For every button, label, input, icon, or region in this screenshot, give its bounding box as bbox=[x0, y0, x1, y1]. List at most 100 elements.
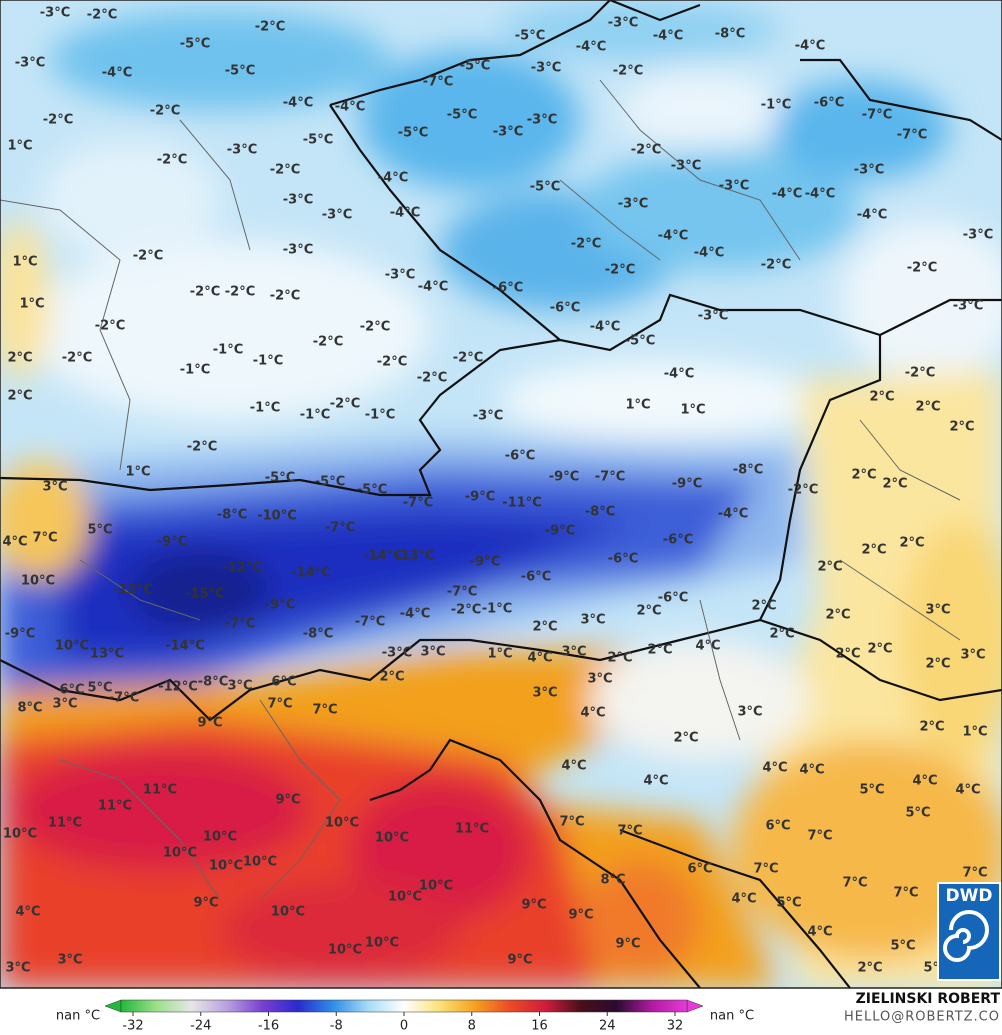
temp-label: 9°C bbox=[193, 896, 218, 911]
temp-label: 3°C bbox=[532, 686, 557, 701]
dwd-logo: DWD bbox=[937, 882, 1001, 981]
temp-label: -2°C bbox=[255, 20, 285, 35]
colorbar-tick-label: 0 bbox=[400, 1019, 408, 1034]
temp-label: 1°C bbox=[487, 647, 512, 662]
temp-label: 13°C bbox=[90, 647, 124, 662]
temp-label: -6°C bbox=[608, 552, 638, 567]
temp-label: 10°C bbox=[388, 890, 422, 905]
temp-label: 9°C bbox=[568, 908, 593, 923]
temp-label: 2°C bbox=[532, 620, 557, 635]
temp-label: 7°C bbox=[807, 829, 832, 844]
temp-label: -9°C bbox=[465, 490, 495, 505]
temp-label: 3°C bbox=[5, 961, 30, 976]
temp-label: -3°C bbox=[227, 143, 257, 158]
temp-label: -4°C bbox=[772, 187, 802, 202]
temp-label: -5°C bbox=[398, 126, 428, 141]
logo-text: DWD bbox=[946, 886, 993, 906]
temp-label: 3°C bbox=[42, 480, 67, 495]
temp-label: 8°C bbox=[17, 701, 42, 716]
temp-label: -3°C bbox=[698, 309, 728, 324]
temp-label: -3°C bbox=[527, 113, 557, 128]
temp-label: -9°C bbox=[672, 477, 702, 492]
temp-label: 10°C bbox=[365, 936, 399, 951]
temp-label: 1°C bbox=[625, 398, 650, 413]
temp-label: -2°C bbox=[451, 603, 481, 618]
temp-label: 10°C bbox=[163, 846, 197, 861]
under-label: nan °C bbox=[56, 1009, 100, 1024]
temp-label: -7°C bbox=[109, 691, 139, 706]
temp-label: -15°C bbox=[185, 587, 225, 602]
temp-label: -4°C bbox=[335, 100, 365, 115]
temp-label: 4°C bbox=[912, 774, 937, 789]
temp-label: 6°C bbox=[687, 862, 712, 877]
temp-label: -3°C bbox=[385, 268, 415, 283]
temp-label: 11°C bbox=[143, 783, 177, 798]
temp-label: -5°C bbox=[357, 483, 387, 498]
temp-label: 2°C bbox=[607, 651, 632, 666]
temp-label: -3°C bbox=[953, 299, 983, 314]
temp-label: 10°C bbox=[328, 943, 362, 958]
temp-label: 2°C bbox=[949, 420, 974, 435]
temp-label: -5°C bbox=[225, 64, 255, 79]
temp-label: -6°C bbox=[493, 281, 523, 296]
temp-label: -1°C bbox=[482, 602, 512, 617]
logo-swirl bbox=[943, 910, 989, 962]
temp-label: -3°C bbox=[40, 6, 70, 21]
temp-label: 9°C bbox=[521, 898, 546, 913]
temp-label: -7°C bbox=[355, 615, 385, 630]
temp-label: 4°C bbox=[799, 763, 824, 778]
temp-label: -3°C bbox=[473, 409, 503, 424]
temp-label: -2°C bbox=[761, 258, 791, 273]
temp-label: 6°C bbox=[271, 675, 296, 690]
temp-label: -4°C bbox=[283, 96, 313, 111]
temp-label: 10°C bbox=[325, 816, 359, 831]
temp-label: 2°C bbox=[915, 400, 940, 415]
temp-label: -5°C bbox=[460, 59, 490, 74]
temp-label: 10°C bbox=[21, 574, 55, 589]
temp-label: 9°C bbox=[507, 953, 532, 968]
temp-label: 4°C bbox=[762, 761, 787, 776]
temp-label: -2°C bbox=[187, 440, 217, 455]
temp-label: 9°C bbox=[275, 793, 300, 808]
temp-label: 2°C bbox=[867, 642, 892, 657]
temp-label: -11°C bbox=[502, 496, 542, 511]
temp-label: -14°C bbox=[363, 549, 403, 564]
colorbar: nan °C nan °C -32 -24 -16 -8 0 8 16 24 32 bbox=[56, 999, 754, 1034]
temp-label: -8°C bbox=[217, 508, 247, 523]
temp-label: -2°C bbox=[360, 320, 390, 335]
temp-label: -8°C bbox=[303, 627, 333, 642]
temp-label: 3°C bbox=[960, 648, 985, 663]
temp-label: 2°C bbox=[825, 608, 850, 623]
temp-label: 11°C bbox=[455, 822, 489, 837]
temp-label: -14°C bbox=[165, 639, 205, 654]
temp-label: 10°C bbox=[209, 859, 243, 874]
temp-label: -4°C bbox=[378, 171, 408, 186]
temp-label: 1°C bbox=[125, 465, 150, 480]
temp-label: 7°C bbox=[962, 866, 987, 881]
colorbar-tick-label: 8 bbox=[468, 1019, 476, 1034]
temp-label: -13°C bbox=[395, 549, 435, 564]
temp-label: -1°C bbox=[250, 401, 280, 416]
temp-label: -2°C bbox=[270, 163, 300, 178]
temp-label: -6°C bbox=[658, 591, 688, 606]
temp-label: 2°C bbox=[899, 536, 924, 551]
temp-label: 7°C bbox=[312, 703, 337, 718]
temp-label: 2°C bbox=[636, 604, 661, 619]
temp-label: -6°C bbox=[521, 570, 551, 585]
temp-label: -2°C bbox=[133, 249, 163, 264]
temp-label: -7°C bbox=[897, 128, 927, 143]
colorbar-tick-label: -16 bbox=[258, 1019, 279, 1034]
temp-label: -4°C bbox=[795, 39, 825, 54]
temp-label: 3°C bbox=[420, 645, 445, 660]
temperature-labels: -3°C -2°C -2°C -5°C -3°C -4°C -5°C -2°C -2°C -4°C… bbox=[2, 6, 993, 976]
temp-label: 5°C bbox=[905, 806, 930, 821]
temp-label: 6°C bbox=[765, 819, 790, 834]
temp-label: 3°C bbox=[57, 953, 82, 968]
temp-label: -9°C bbox=[549, 470, 579, 485]
temp-label: 9°C bbox=[197, 716, 222, 731]
temp-label: 7°C bbox=[842, 876, 867, 891]
temp-label: -8°C bbox=[585, 505, 615, 520]
temp-label: -2°C bbox=[150, 104, 180, 119]
temp-label: -3°C bbox=[283, 193, 313, 208]
temp-label: 4°C bbox=[807, 925, 832, 940]
